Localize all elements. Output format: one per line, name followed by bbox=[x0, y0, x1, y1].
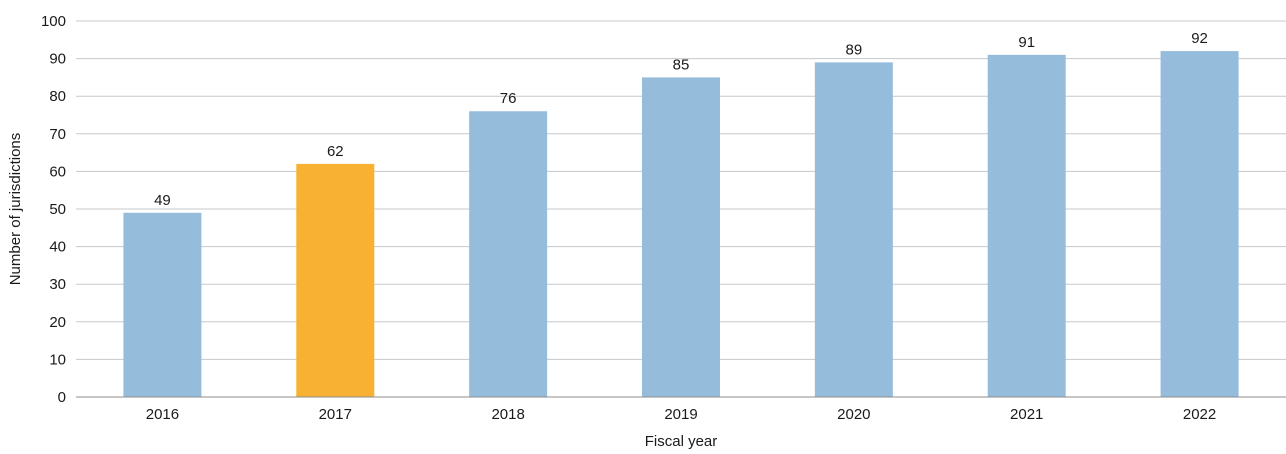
data-label-2021: 91 bbox=[1018, 34, 1035, 51]
x-axis-ticks: 2016 2017 2018 2019 2020 2021 2022 bbox=[146, 406, 1217, 423]
bar-2019 bbox=[642, 77, 720, 398]
x-tick-label-2020: 2020 bbox=[837, 406, 870, 423]
y-tick-label: 40 bbox=[49, 239, 66, 256]
y-axis-title: Number of jurisdictions bbox=[7, 133, 24, 286]
y-axis-ticks: 0 10 20 30 40 50 60 70 80 90 100 bbox=[41, 13, 66, 406]
y-tick-label: 90 bbox=[49, 51, 66, 68]
bars bbox=[123, 51, 1239, 398]
data-label-2020: 89 bbox=[846, 41, 863, 58]
data-label-2016: 49 bbox=[154, 192, 171, 209]
x-tick-label-2019: 2019 bbox=[664, 406, 697, 423]
x-tick-label-2021: 2021 bbox=[1010, 406, 1043, 423]
x-tick-label-2022: 2022 bbox=[1183, 406, 1216, 423]
y-tick-label: 0 bbox=[58, 389, 66, 406]
y-tick-label: 50 bbox=[49, 201, 66, 218]
data-labels: 49 62 76 85 89 91 92 bbox=[154, 30, 1208, 209]
bar-2016 bbox=[123, 212, 202, 397]
bar-2018 bbox=[469, 111, 548, 398]
y-tick-label: 10 bbox=[49, 351, 66, 368]
y-tick-label: 60 bbox=[49, 163, 66, 180]
data-label-2022: 92 bbox=[1191, 30, 1208, 47]
y-tick-label: 20 bbox=[49, 314, 66, 331]
x-tick-label-2018: 2018 bbox=[491, 406, 524, 423]
bar-2020 bbox=[814, 62, 893, 398]
x-axis-title: Fiscal year bbox=[645, 433, 718, 450]
data-label-2019: 85 bbox=[673, 56, 690, 73]
y-tick-label: 80 bbox=[49, 88, 66, 105]
bar-2021 bbox=[987, 54, 1066, 398]
data-label-2018: 76 bbox=[500, 90, 517, 107]
x-tick-label-2016: 2016 bbox=[146, 406, 179, 423]
x-tick-label-2017: 2017 bbox=[319, 406, 352, 423]
data-label-2017: 62 bbox=[327, 143, 344, 160]
bar-2022 bbox=[1160, 51, 1239, 398]
y-tick-label: 70 bbox=[49, 126, 66, 143]
y-tick-label: 30 bbox=[49, 276, 66, 293]
y-tick-label: 100 bbox=[41, 13, 66, 30]
bar-2017 bbox=[296, 163, 375, 397]
